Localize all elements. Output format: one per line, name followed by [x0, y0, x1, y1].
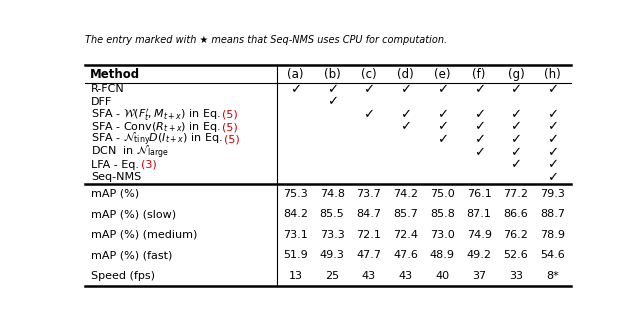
Text: 47.6: 47.6: [393, 250, 418, 260]
Text: 37: 37: [472, 271, 486, 281]
Text: 40: 40: [435, 271, 449, 281]
Text: ✓: ✓: [510, 158, 522, 171]
Text: 51.9: 51.9: [283, 250, 308, 260]
Text: 54.6: 54.6: [540, 250, 565, 260]
Text: ✓: ✓: [437, 83, 448, 96]
Text: 76.1: 76.1: [467, 189, 492, 199]
Text: 73.0: 73.0: [430, 230, 455, 240]
Text: ✓: ✓: [547, 158, 558, 171]
Text: ✓: ✓: [547, 171, 558, 184]
Text: ✓: ✓: [474, 83, 484, 96]
Text: mAP (%) (fast): mAP (%) (fast): [91, 250, 172, 260]
Text: (b): (b): [324, 68, 340, 81]
Text: (c): (c): [361, 68, 377, 81]
Text: 84.7: 84.7: [356, 209, 381, 219]
Text: 84.2: 84.2: [283, 209, 308, 219]
Text: ✓: ✓: [547, 83, 558, 96]
Text: mAP (%) (medium): mAP (%) (medium): [91, 230, 197, 240]
Text: ✓: ✓: [547, 133, 558, 146]
Text: (5): (5): [224, 135, 239, 145]
Text: 76.2: 76.2: [504, 230, 529, 240]
Text: (5): (5): [222, 122, 238, 132]
Text: 43: 43: [399, 271, 413, 281]
Text: ✓: ✓: [364, 83, 374, 96]
Text: 72.4: 72.4: [393, 230, 418, 240]
Text: 49.2: 49.2: [467, 250, 492, 260]
Text: 43: 43: [362, 271, 376, 281]
Text: Seq-NMS: Seq-NMS: [91, 172, 141, 182]
Text: (e): (e): [434, 68, 451, 81]
Text: ✓: ✓: [437, 121, 448, 133]
Text: ✓: ✓: [400, 83, 411, 96]
Text: ✓: ✓: [547, 121, 558, 133]
Text: mAP (%): mAP (%): [91, 189, 139, 199]
Text: DCN  in $\mathcal{N}_{\mathrm{large}}$: DCN in $\mathcal{N}_{\mathrm{large}}$: [91, 144, 168, 161]
Text: mAP (%) (slow): mAP (%) (slow): [91, 209, 176, 219]
Text: ✓: ✓: [510, 108, 522, 121]
Text: 79.3: 79.3: [540, 189, 565, 199]
Text: The entry marked with ★ means that Seq-NMS uses CPU for computation.: The entry marked with ★ means that Seq-N…: [85, 35, 447, 45]
Text: SFA - Conv$(R_{t+x})$ in Eq.: SFA - Conv$(R_{t+x})$ in Eq.: [91, 120, 222, 134]
Text: ✓: ✓: [400, 121, 411, 133]
Text: SFA - $\mathcal{N}_{\mathrm{tiny}}D(I_{t+x})$ in Eq.: SFA - $\mathcal{N}_{\mathrm{tiny}}D(I_{t…: [91, 131, 224, 148]
Text: DFF: DFF: [91, 97, 112, 107]
Text: ✓: ✓: [474, 121, 484, 133]
Text: 72.1: 72.1: [356, 230, 381, 240]
Text: 74.9: 74.9: [467, 230, 492, 240]
Text: 73.7: 73.7: [356, 189, 381, 199]
Text: 49.3: 49.3: [319, 250, 344, 260]
Text: 52.6: 52.6: [504, 250, 528, 260]
Text: 74.8: 74.8: [319, 189, 344, 199]
Text: 85.8: 85.8: [430, 209, 455, 219]
Text: 88.7: 88.7: [540, 209, 565, 219]
Text: (5): (5): [222, 110, 237, 120]
Text: 8*: 8*: [547, 271, 559, 281]
Text: (h): (h): [544, 68, 561, 81]
Text: ✓: ✓: [547, 146, 558, 159]
Text: (3): (3): [141, 160, 157, 170]
Text: 33: 33: [509, 271, 523, 281]
Text: Speed (fps): Speed (fps): [91, 271, 155, 281]
Text: 73.1: 73.1: [283, 230, 308, 240]
Text: ✓: ✓: [510, 121, 522, 133]
Text: 74.2: 74.2: [393, 189, 418, 199]
Text: 77.2: 77.2: [504, 189, 529, 199]
Text: 75.3: 75.3: [283, 189, 308, 199]
Text: ✓: ✓: [290, 83, 301, 96]
Text: LFA - Eq.: LFA - Eq.: [91, 160, 141, 170]
Text: ✓: ✓: [510, 83, 522, 96]
Text: ✓: ✓: [474, 146, 484, 159]
Text: (a): (a): [287, 68, 303, 81]
Text: ✓: ✓: [437, 108, 448, 121]
Text: SFA - $\mathcal{W}(F_t^\prime, M_{t+x})$ in Eq.: SFA - $\mathcal{W}(F_t^\prime, M_{t+x})$…: [91, 107, 222, 122]
Text: 78.9: 78.9: [540, 230, 565, 240]
Text: 13: 13: [289, 271, 302, 281]
Text: ✓: ✓: [326, 83, 338, 96]
Text: ✓: ✓: [547, 108, 558, 121]
Text: 87.1: 87.1: [467, 209, 492, 219]
Text: 48.9: 48.9: [430, 250, 455, 260]
Text: ✓: ✓: [474, 133, 484, 146]
Text: (d): (d): [397, 68, 414, 81]
Text: Method: Method: [90, 68, 140, 81]
Text: 86.6: 86.6: [504, 209, 528, 219]
Text: ✓: ✓: [510, 146, 522, 159]
Text: 85.7: 85.7: [393, 209, 418, 219]
Text: (f): (f): [472, 68, 486, 81]
Text: ✓: ✓: [364, 108, 374, 121]
Text: ✓: ✓: [437, 133, 448, 146]
Text: 25: 25: [325, 271, 339, 281]
Text: ✓: ✓: [400, 108, 411, 121]
Text: 75.0: 75.0: [430, 189, 455, 199]
Text: 73.3: 73.3: [320, 230, 344, 240]
Text: (g): (g): [508, 68, 524, 81]
Text: ✓: ✓: [510, 133, 522, 146]
Text: R-FCN: R-FCN: [91, 85, 125, 95]
Text: ✓: ✓: [474, 108, 484, 121]
Text: ✓: ✓: [326, 96, 338, 109]
Text: 85.5: 85.5: [320, 209, 344, 219]
Text: 47.7: 47.7: [356, 250, 381, 260]
